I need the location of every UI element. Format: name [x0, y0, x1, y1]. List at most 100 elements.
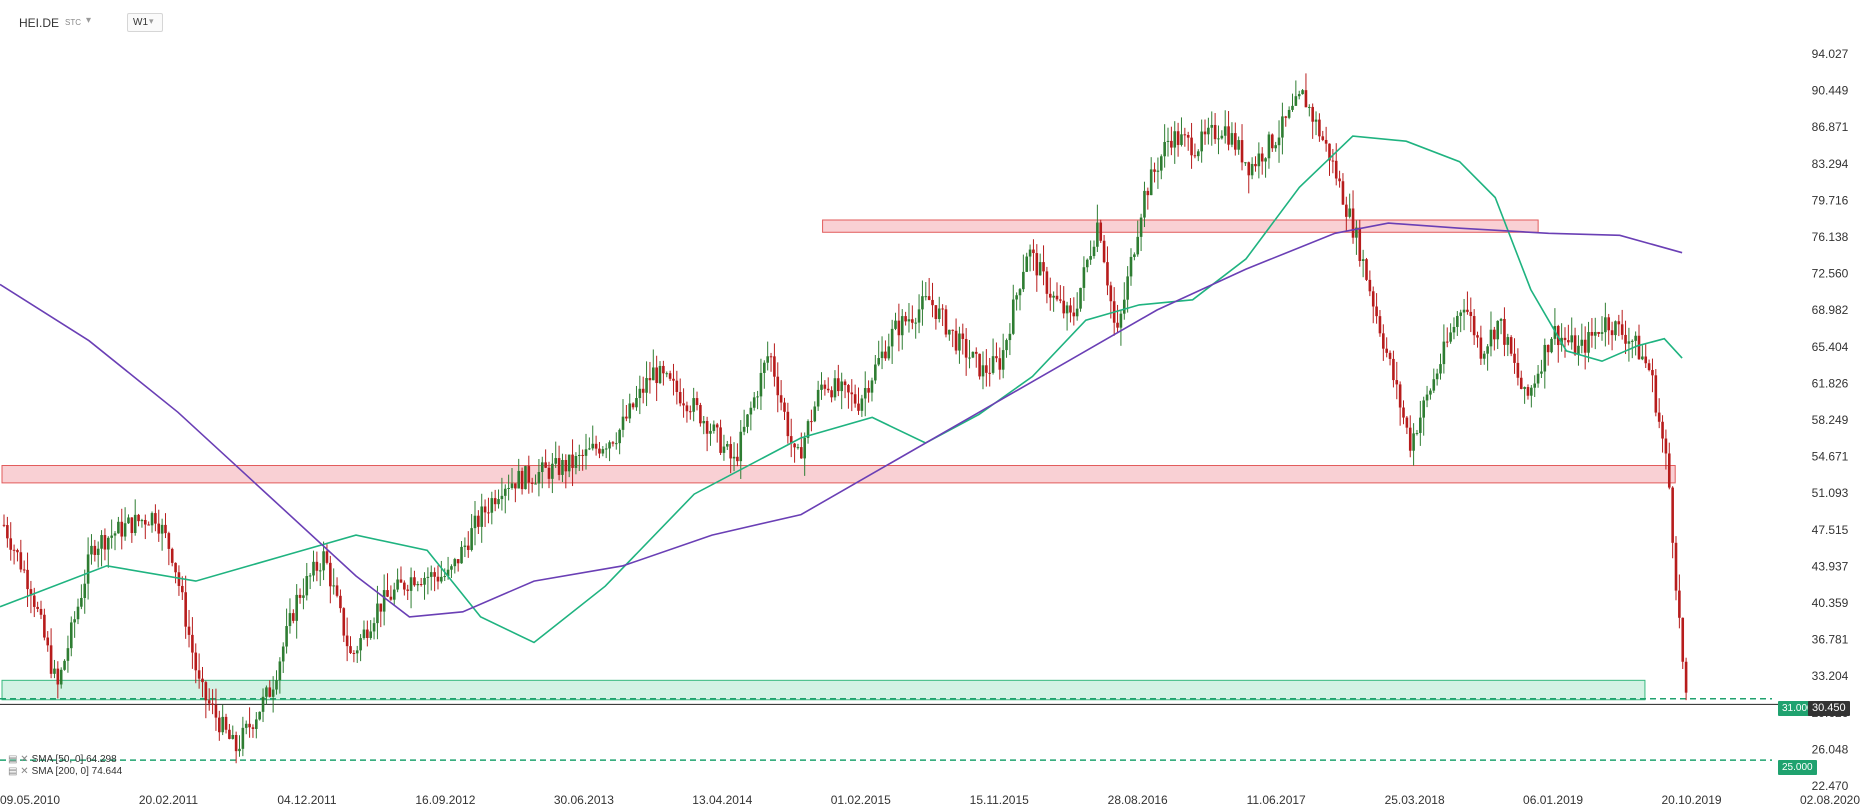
symbol-label[interactable]: HEI.DE — [19, 16, 60, 30]
candle-body — [574, 456, 578, 468]
candle-body — [887, 346, 891, 359]
candle-body — [705, 420, 709, 434]
candle-body — [160, 524, 164, 534]
candle-body — [1200, 131, 1203, 152]
candle-body — [1324, 139, 1328, 144]
candle-body — [1314, 119, 1318, 122]
sma200-legend[interactable]: ▤ ✕ SMA [200, 0] 74.644 — [8, 766, 123, 777]
candle-body — [1476, 335, 1479, 338]
candle-body — [369, 631, 372, 638]
candle-body — [968, 357, 971, 359]
candle-body — [981, 365, 985, 377]
candle-body — [510, 483, 514, 488]
candle-body — [763, 362, 766, 373]
candle-body — [1435, 373, 1439, 380]
candle-body — [318, 570, 322, 572]
x-tick-label: 16.09.2012 — [415, 793, 475, 807]
candle-body — [726, 444, 729, 447]
candle-body — [958, 333, 961, 351]
candle-body — [1274, 145, 1277, 149]
candle-body — [1452, 326, 1456, 333]
candle-body — [487, 512, 490, 514]
candle-body — [1361, 259, 1365, 261]
candle-body — [1250, 163, 1254, 176]
candle-body — [399, 579, 403, 583]
candle-body — [80, 597, 83, 607]
candle-body — [621, 416, 625, 430]
candle-body — [1546, 344, 1550, 353]
candle-body — [32, 595, 36, 607]
y-tick-label: 65.404 — [1812, 340, 1849, 354]
candle-body — [1358, 227, 1362, 261]
candle-body — [1392, 358, 1395, 381]
candle-body — [1348, 208, 1351, 217]
candle-body — [880, 351, 884, 359]
candle-body — [1025, 256, 1029, 272]
candle-body — [1425, 394, 1429, 401]
support-zone — [1, 679, 1646, 701]
chevron-down-icon: ▾ — [149, 16, 154, 26]
candle-body — [1530, 387, 1533, 396]
candle-body — [332, 585, 335, 587]
candle-body — [218, 717, 221, 733]
indicator-settings-icon[interactable]: ▤ ✕ — [8, 754, 29, 765]
candle-body — [1368, 279, 1372, 292]
x-tick-label: 15.11.2015 — [970, 793, 1029, 807]
candle-body — [285, 626, 288, 647]
candle-body — [1651, 369, 1654, 376]
candle-body — [1341, 181, 1345, 205]
candle-body — [130, 517, 134, 534]
candle-body — [1163, 141, 1166, 157]
candle-body — [1543, 344, 1547, 372]
candle-body — [1260, 153, 1264, 162]
sma50-legend[interactable]: ▤ ✕ SMA [50, 0] 64.298 — [8, 754, 117, 765]
candle-body — [1267, 134, 1271, 159]
candle-body — [1624, 334, 1627, 344]
candle-body — [1469, 311, 1473, 317]
candle-body — [251, 727, 255, 729]
candle-body — [29, 589, 33, 596]
candle-body — [248, 723, 251, 728]
candle-body — [1637, 335, 1641, 360]
candle-body — [389, 596, 393, 600]
candle-body — [281, 646, 285, 662]
timeframe-value: W1 — [133, 17, 148, 28]
candle-body — [446, 569, 450, 577]
candle-body — [1106, 262, 1109, 286]
candle-body — [554, 458, 558, 464]
candle-body — [1382, 333, 1385, 349]
candle-body — [76, 606, 80, 620]
candle-body — [1085, 259, 1089, 268]
candle-body — [1351, 208, 1355, 238]
candle-body — [820, 384, 823, 390]
candle-body — [1022, 271, 1025, 290]
indicator-settings-icon[interactable]: ▤ ✕ — [8, 766, 29, 777]
candle-body — [618, 429, 621, 444]
x-tick-label: 20.10.2019 — [1662, 793, 1722, 807]
timeframe-select[interactable]: W1 ▾ — [127, 13, 163, 32]
candle-body — [557, 458, 561, 475]
candle-body — [1109, 285, 1113, 302]
candle-body — [1449, 332, 1452, 342]
candle-body — [769, 356, 773, 358]
candle-body — [917, 309, 921, 323]
candle-body — [1493, 329, 1496, 340]
candle-body — [137, 514, 140, 522]
candle-body — [924, 296, 928, 298]
candle-body — [1334, 160, 1338, 179]
candle-body — [1099, 222, 1103, 241]
candle-body — [453, 559, 457, 567]
candle-body — [292, 613, 295, 621]
candle-body — [752, 397, 756, 408]
candle-body — [460, 546, 463, 564]
candle-body — [426, 576, 430, 578]
symbol-dropdown-icon[interactable]: ▾ — [86, 15, 92, 26]
candle-body — [823, 384, 827, 389]
candle-body — [1577, 345, 1580, 355]
candle-body — [793, 443, 796, 448]
candle-body — [157, 523, 161, 534]
candle-body — [1032, 249, 1035, 254]
x-tick-label: 04.12.2011 — [277, 793, 336, 807]
candle-body — [1617, 321, 1621, 325]
